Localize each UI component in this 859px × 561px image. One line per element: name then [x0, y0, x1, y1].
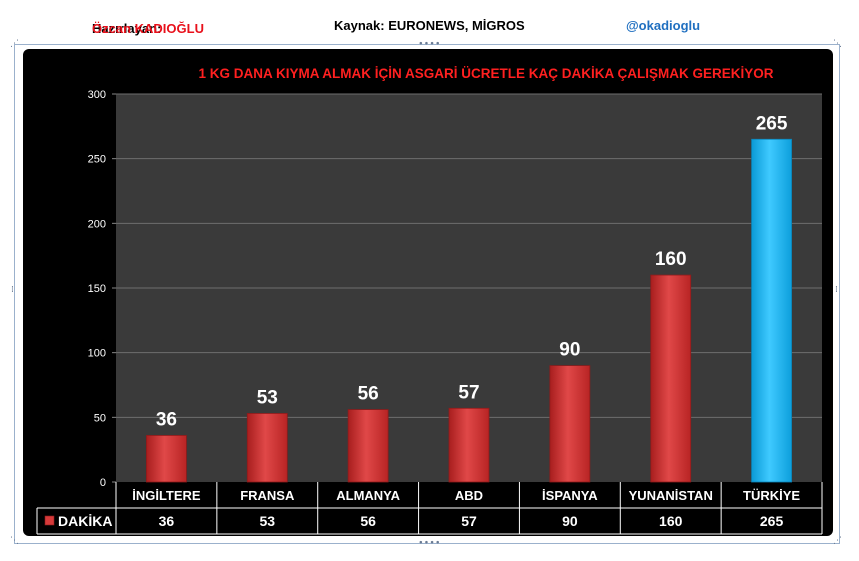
bar-value-label: 57 — [458, 382, 479, 403]
table-value: 53 — [259, 513, 275, 529]
y-tick-label: 0 — [100, 477, 106, 489]
bar-value-label: 53 — [257, 387, 278, 408]
bar-value-label: 265 — [756, 113, 788, 134]
category-label: ALMANYA — [336, 488, 400, 503]
prepared-name: Özcan KADIOĞLU — [92, 21, 204, 36]
chart-title: 1 KG DANA KIYMA ALMAK İÇİN ASGARİ ÜCRETL… — [198, 66, 773, 81]
y-tick-label: 150 — [88, 283, 106, 295]
resize-handle-left-icon[interactable]: ⁞ — [11, 285, 14, 295]
category-label: YUNANİSTAN — [629, 488, 713, 503]
gridlines — [116, 93, 822, 418]
bar — [448, 407, 490, 483]
source-label: Kaynak: EURONEWS, MİGROS — [334, 18, 525, 33]
table-value: 90 — [562, 513, 578, 529]
resize-handle-bottom-left-icon[interactable]: ⋱ — [10, 536, 19, 546]
table-value: 56 — [360, 513, 376, 529]
category-label: İNGİLTERE — [132, 488, 201, 503]
prepared-label: Hazırlayan: — [92, 21, 162, 36]
bar-value-label: 160 — [655, 249, 687, 270]
table-value: 265 — [760, 513, 784, 529]
resize-handle-top-icon[interactable]: ∙∙∙∙ — [418, 39, 441, 49]
table-value: 57 — [461, 513, 477, 529]
bar — [549, 365, 591, 483]
bar — [246, 413, 288, 483]
bar — [650, 274, 692, 483]
bar — [751, 138, 792, 483]
table-value: 160 — [659, 513, 683, 529]
bar-value-label: 90 — [559, 340, 580, 361]
resize-handle-right-icon[interactable]: ⁞ — [835, 285, 838, 295]
bar — [146, 435, 187, 483]
chart-selection-frame[interactable] — [14, 44, 840, 544]
bars — [146, 138, 792, 483]
bar-value-label: 36 — [156, 409, 177, 430]
resize-handle-bottom-icon[interactable]: ∙∙∙∙ — [418, 538, 441, 548]
category-label: FRANSA — [240, 488, 295, 503]
table-value: 36 — [159, 513, 175, 529]
category-label: ABD — [455, 488, 483, 503]
resize-handle-bottom-right-icon[interactable]: ⋰ — [833, 536, 842, 546]
value-labels: 36 53 56 57 90 160 265 — [156, 113, 788, 430]
twitter-handle: @okadioglu — [626, 18, 701, 33]
legend-key-icon — [44, 515, 55, 526]
bar — [347, 409, 389, 483]
y-tick-label: 300 — [88, 89, 106, 101]
header-bar: Hazırlayan: Özcan KADIOĞLU Kaynak: EURON… — [0, 15, 859, 37]
y-tick-label: 50 — [94, 412, 106, 424]
bar-value-label: 56 — [358, 384, 379, 405]
resize-handle-top-right-icon[interactable]: ⋱ — [833, 39, 842, 49]
series-name: DAKİKA — [58, 513, 112, 529]
category-label: TÜRKİYE — [743, 488, 800, 503]
y-axis-ticks: 0 50 100 150 200 250 300 — [88, 89, 116, 489]
y-tick-label: 250 — [88, 154, 106, 166]
y-tick-label: 100 — [88, 348, 106, 360]
resize-handle-top-left-icon[interactable]: ⋰ — [10, 39, 19, 49]
y-tick-label: 200 — [88, 218, 106, 230]
data-table: İNGİLTERE 36 FRANSA 53 ALMANYA 56 ABD 57 İSPANYA… — [36, 482, 823, 535]
category-label: İSPANYA — [542, 488, 598, 503]
